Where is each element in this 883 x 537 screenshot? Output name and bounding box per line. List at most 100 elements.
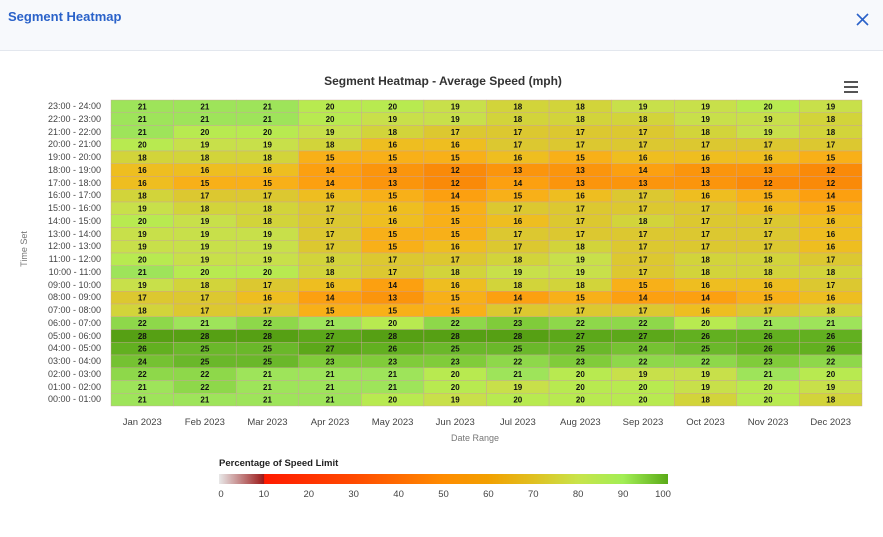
heatmap-cell-label: 16 xyxy=(701,153,710,162)
x-axis-label: Dec 2023 xyxy=(810,417,852,428)
heatmap-cell-label: 26 xyxy=(701,332,710,341)
heatmap-cell-label: 17 xyxy=(576,204,585,213)
heatmap-cell-label: 17 xyxy=(451,255,460,264)
heatmap-cell-label: 23 xyxy=(513,319,522,328)
heatmap-cell-label: 12 xyxy=(451,179,460,188)
heatmap-cell-label: 17 xyxy=(639,268,648,277)
close-icon[interactable] xyxy=(852,9,874,31)
heatmap-cell-label: 25 xyxy=(263,357,272,366)
x-axis-label: Mar 2023 xyxy=(247,417,288,428)
heatmap-cell-label: 18 xyxy=(263,217,272,226)
heatmap-cell-label: 16 xyxy=(513,217,522,226)
heatmap-cell-label: 26 xyxy=(138,345,147,354)
heatmap-cell-label: 20 xyxy=(200,128,209,137)
y-axis-label: 02:00 - 03:00 xyxy=(47,368,101,379)
heatmap-cell-label: 21 xyxy=(138,396,147,405)
heatmap-cell-label: 17 xyxy=(513,204,522,213)
heatmap-cell-label: 17 xyxy=(513,141,522,150)
heatmap-cell-label: 19 xyxy=(701,383,710,392)
heatmap-cell-label: 15 xyxy=(451,204,460,213)
heatmap-cell-label: 26 xyxy=(826,332,835,341)
heatmap-cell-label: 21 xyxy=(138,128,147,137)
heatmap-cell-label: 17 xyxy=(639,255,648,264)
heatmap-cell-label: 16 xyxy=(701,306,710,315)
heatmap-cell-label: 15 xyxy=(576,294,585,303)
y-axis-label: 19:00 - 20:00 xyxy=(47,152,101,162)
heatmap-cell-label: 18 xyxy=(701,396,710,405)
x-axis-label: Nov 2023 xyxy=(747,417,789,428)
heatmap-cell-label: 21 xyxy=(263,396,272,405)
heatmap-cell-label: 18 xyxy=(388,128,397,137)
heatmap-cell-label: 20 xyxy=(138,141,147,150)
heatmap-cell-label: 12 xyxy=(826,166,835,175)
heatmap-cell-label: 18 xyxy=(200,153,209,162)
heatmap-cell-label: 18 xyxy=(826,396,835,405)
heatmap-cell-label: 18 xyxy=(513,281,522,290)
heatmap-cell-label: 15 xyxy=(388,306,397,315)
heatmap-cell-label: 17 xyxy=(326,230,335,239)
heatmap-cell-label: 18 xyxy=(138,153,147,162)
heatmap-cell-label: 26 xyxy=(388,345,397,354)
colorbar-tick-label: 0 xyxy=(218,489,224,500)
hamburger-menu-icon[interactable] xyxy=(842,78,860,94)
heatmap-cell-label: 19 xyxy=(263,141,272,150)
y-axis-label: 03:00 - 04:00 xyxy=(47,356,101,366)
heatmap-cell-label: 18 xyxy=(826,115,835,124)
x-axis-label: Apr 2023 xyxy=(310,417,350,428)
heatmap-cell-label: 16 xyxy=(388,217,397,226)
heatmap-cell-label: 20 xyxy=(576,370,585,379)
heatmap-cell-label: 16 xyxy=(138,179,147,188)
heatmap-cell-label: 19 xyxy=(138,230,147,239)
heatmap-cell-label: 17 xyxy=(263,306,272,315)
heatmap-cell-label: 16 xyxy=(451,141,460,150)
heatmap-cell-label: 15 xyxy=(388,243,397,252)
heatmap-cell-label: 23 xyxy=(576,357,585,366)
heatmap-cell-label: 20 xyxy=(639,396,648,405)
heatmap-cell-label: 16 xyxy=(326,192,335,201)
heatmap-cell-label: 18 xyxy=(764,268,773,277)
heatmap-cell-label: 12 xyxy=(764,179,773,188)
heatmap-cell-label: 28 xyxy=(263,332,272,341)
heatmap-cell-label: 18 xyxy=(326,255,335,264)
heatmap-cell-label: 16 xyxy=(826,230,835,239)
heatmap-cell-label: 27 xyxy=(576,332,585,341)
heatmap-cell-label: 18 xyxy=(513,115,522,124)
heatmap-cell-label: 20 xyxy=(326,102,335,111)
y-axis-label: 17:00 - 18:00 xyxy=(47,177,101,188)
y-axis-label: 08:00 - 09:00 xyxy=(47,292,101,303)
y-axis-label: 21:00 - 22:00 xyxy=(47,126,101,137)
heatmap-cell-label: 17 xyxy=(451,128,460,137)
heatmap-cell-label: 20 xyxy=(138,255,147,264)
heatmap-cell-label: 21 xyxy=(764,319,773,328)
heatmap-cell-label: 16 xyxy=(764,281,773,290)
heatmap-cell-label: 18 xyxy=(576,102,585,111)
y-axis-label: 15:00 - 16:00 xyxy=(47,203,101,213)
heatmap-cell-label: 13 xyxy=(388,294,397,303)
heatmap-cell-label: 20 xyxy=(451,370,460,379)
heatmap-cell-label: 15 xyxy=(326,306,335,315)
heatmap-cell-label: 17 xyxy=(764,217,773,226)
heatmap-cell-label: 18 xyxy=(200,204,209,213)
heatmap-cell-label: 25 xyxy=(513,345,522,354)
heatmap-cell-label: 14 xyxy=(639,294,648,303)
heatmap-cell-label: 17 xyxy=(764,243,773,252)
heatmap-cell-label: 17 xyxy=(764,230,773,239)
heatmap-cell-label: 23 xyxy=(388,357,397,366)
heatmap-cell-label: 23 xyxy=(326,357,335,366)
heatmap-cell-label: 28 xyxy=(388,332,397,341)
heatmap-cell-label: 19 xyxy=(513,268,522,277)
heatmap-cell-label: 18 xyxy=(826,306,835,315)
heatmap-cell-label: 16 xyxy=(826,294,835,303)
chart-title: Segment Heatmap - Average Speed (mph) xyxy=(324,74,562,88)
heatmap-cell-label: 15 xyxy=(200,179,209,188)
heatmap-cell-label: 18 xyxy=(826,268,835,277)
heatmap-cell-label: 18 xyxy=(263,204,272,213)
heatmap-cell-label: 25 xyxy=(451,345,460,354)
heatmap-cell-label: 19 xyxy=(138,204,147,213)
heatmap-cell-label: 21 xyxy=(764,370,773,379)
heatmap-cell-label: 19 xyxy=(388,115,397,124)
y-axis-label: 20:00 - 21:00 xyxy=(47,139,101,150)
y-axis-title: Time Set xyxy=(19,231,29,267)
heatmap-cell-label: 18 xyxy=(764,255,773,264)
x-axis-label: May 2023 xyxy=(371,417,414,428)
